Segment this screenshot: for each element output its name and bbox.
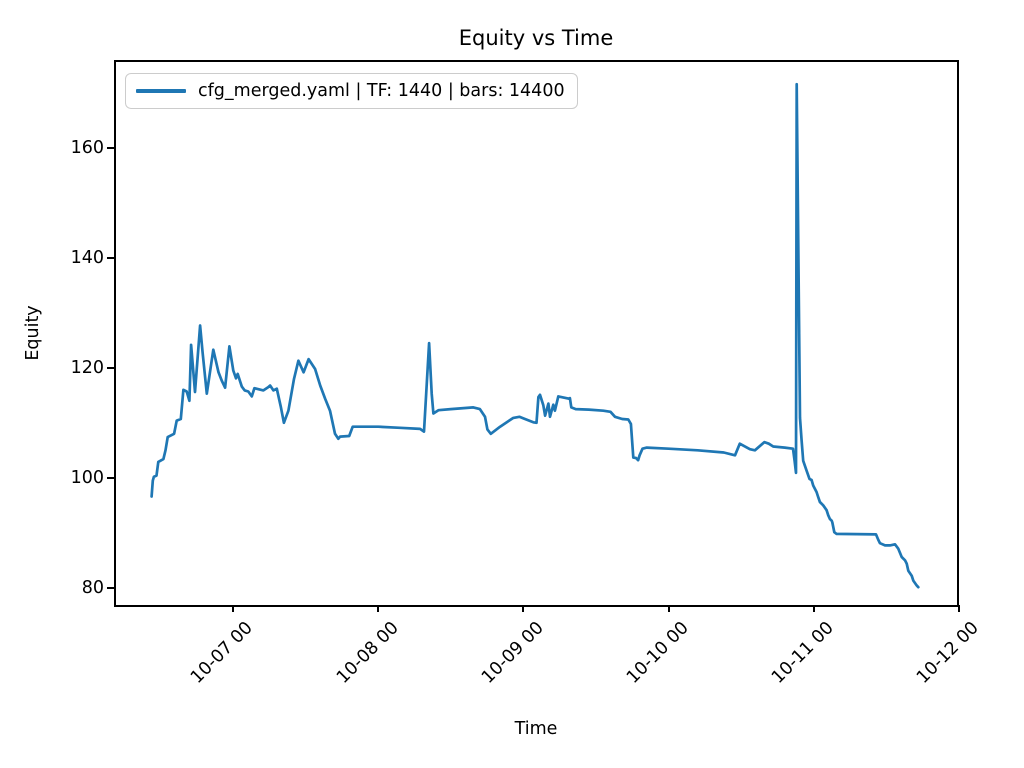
x-tick-label: 10-11 00 bbox=[768, 618, 838, 688]
x-tick-mark bbox=[377, 605, 380, 612]
x-tick-label: 10-10 00 bbox=[622, 618, 693, 688]
x-axis-label: Time bbox=[514, 719, 558, 739]
y-tick-mark bbox=[107, 476, 114, 479]
x-tick-mark bbox=[667, 605, 670, 612]
y-tick-label: 120 bbox=[70, 357, 104, 378]
x-tick-label: 10-08 00 bbox=[332, 618, 403, 688]
x-tick-label: 10-12 00 bbox=[913, 618, 984, 688]
x-tick-mark bbox=[812, 605, 815, 612]
plot-area bbox=[114, 60, 959, 607]
legend-box: cfg_merged.yaml | TF: 1440 | bars: 14400 bbox=[125, 73, 578, 109]
y-tick-label: 80 bbox=[81, 577, 104, 598]
legend-line-sample bbox=[136, 89, 186, 93]
legend-entry-label: cfg_merged.yaml | TF: 1440 | bars: 14400 bbox=[198, 81, 565, 101]
y-tick-label: 140 bbox=[70, 247, 104, 268]
chart-title: Equity vs Time bbox=[458, 26, 614, 50]
x-tick-label: 10-09 00 bbox=[477, 618, 548, 688]
x-tick-label: 10-07 00 bbox=[187, 618, 258, 688]
y-tick-mark bbox=[107, 366, 114, 369]
y-tick-mark bbox=[107, 146, 114, 149]
x-tick-mark bbox=[958, 605, 960, 612]
x-tick-mark bbox=[232, 605, 235, 612]
equity-line-chart bbox=[150, 82, 920, 589]
y-axis-label: Equity bbox=[23, 305, 43, 361]
y-tick-mark bbox=[107, 586, 114, 589]
y-tick-label: 160 bbox=[70, 137, 104, 158]
y-tick-mark bbox=[107, 256, 114, 259]
x-tick-mark bbox=[522, 605, 525, 612]
equity-series-line bbox=[150, 82, 920, 589]
y-tick-label: 100 bbox=[70, 467, 104, 488]
